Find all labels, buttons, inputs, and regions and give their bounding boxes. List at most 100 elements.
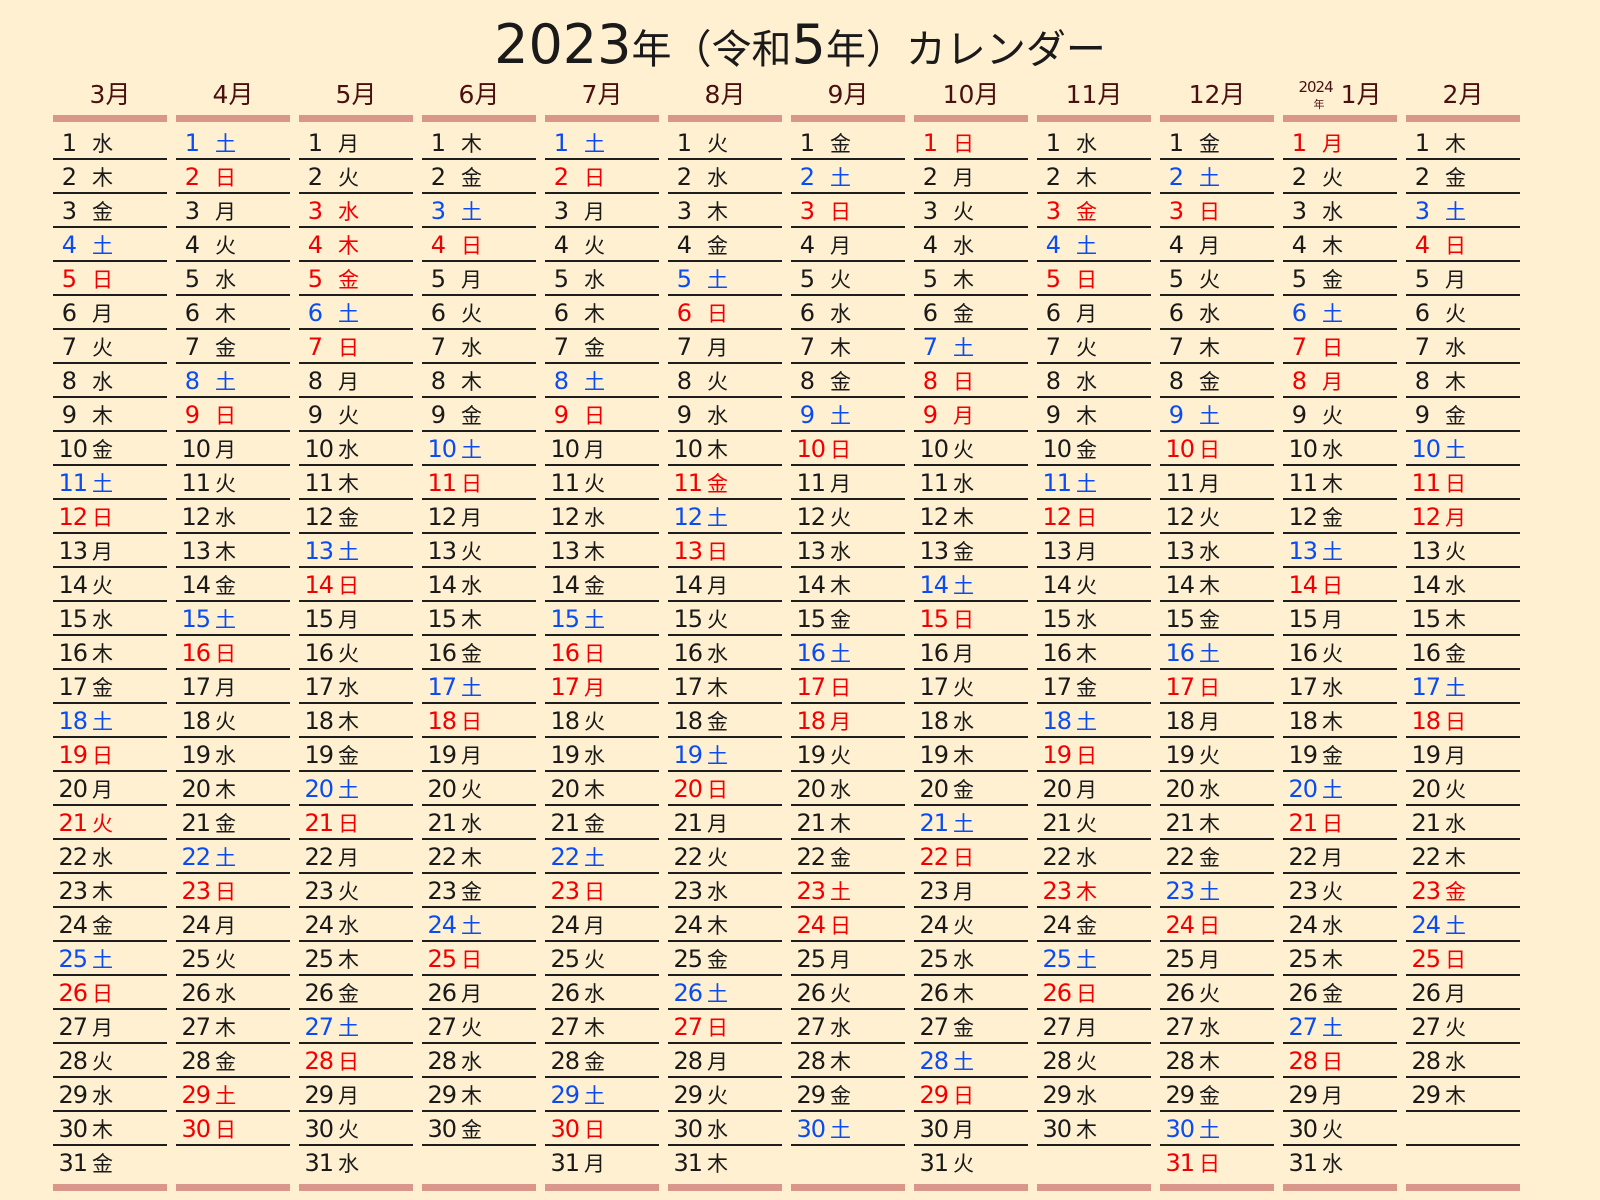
weekday-label: 金 bbox=[1076, 438, 1097, 462]
day-number: 24 bbox=[427, 911, 457, 939]
weekday-label: 土 bbox=[830, 642, 851, 666]
day-row: 21 水 bbox=[422, 806, 536, 840]
day-row: 12 土 bbox=[668, 500, 782, 534]
day-number: 17 bbox=[304, 673, 334, 701]
day-row: 28 月 bbox=[668, 1044, 782, 1078]
day-row: 25 火 bbox=[176, 942, 290, 976]
day-number: 18 bbox=[1042, 707, 1072, 735]
day-number: 23 bbox=[181, 877, 211, 905]
day-number: 25 bbox=[58, 945, 88, 973]
day-number: 6 bbox=[307, 299, 323, 327]
day-number: 24 bbox=[1165, 911, 1195, 939]
day-number: 13 bbox=[58, 537, 88, 565]
day-number: 28 bbox=[550, 1047, 580, 1075]
day-number: 29 bbox=[181, 1081, 211, 1109]
day-row: 13 木 bbox=[545, 534, 659, 568]
weekday-label: 火 bbox=[215, 234, 236, 258]
day-number: 3 bbox=[676, 197, 692, 225]
day-number: 6 bbox=[1045, 299, 1061, 327]
weekday-label: 火 bbox=[1322, 642, 1343, 666]
day-number: 21 bbox=[673, 809, 703, 837]
day-row: 15 土 bbox=[176, 602, 290, 636]
day-number: 16 bbox=[919, 639, 949, 667]
day-number: 19 bbox=[1288, 741, 1318, 769]
month-name: 9月 bbox=[827, 80, 869, 109]
weekday-label: 火 bbox=[1199, 268, 1220, 292]
day-number: 26 bbox=[796, 979, 826, 1007]
day-number: 7 bbox=[676, 333, 692, 361]
day-row: 26 水 bbox=[176, 976, 290, 1010]
day-number: 29 bbox=[550, 1081, 580, 1109]
weekday-label: 金 bbox=[92, 200, 113, 224]
day-list: 1 土 2 日 3 月 4 火 5 水 6 木 7 金 8 土 9 日 10 月 11 火 12 水 13 木 14 金 15 土 16 日 1… bbox=[545, 126, 659, 1180]
day-number: 7 bbox=[922, 333, 938, 361]
weekday-label: 日 bbox=[338, 1050, 359, 1074]
day-number: 11 bbox=[58, 469, 88, 497]
weekday-label: 火 bbox=[1445, 778, 1466, 802]
day-row: 28 木 bbox=[791, 1044, 905, 1078]
weekday-label: 土 bbox=[707, 268, 728, 292]
day-number: 5 bbox=[553, 265, 569, 293]
day-number: 14 bbox=[1165, 571, 1195, 599]
month-header-bar bbox=[1283, 115, 1397, 122]
day-number: 12 bbox=[427, 503, 457, 531]
day-row: 29 木 bbox=[422, 1078, 536, 1112]
day-number: 16 bbox=[1042, 639, 1072, 667]
day-row: 16 水 bbox=[668, 636, 782, 670]
day-row: 17 木 bbox=[668, 670, 782, 704]
weekday-label: 水 bbox=[830, 302, 851, 326]
day-row bbox=[1406, 1146, 1520, 1180]
weekday-label: 金 bbox=[707, 234, 728, 258]
day-row: 15 土 bbox=[545, 602, 659, 636]
day-number: 1 bbox=[1045, 129, 1061, 157]
weekday-label: 水 bbox=[830, 540, 851, 564]
weekday-label: 日 bbox=[953, 1084, 974, 1108]
day-number: 31 bbox=[550, 1149, 580, 1177]
day-row: 30 土 bbox=[1160, 1112, 1274, 1146]
day-row: 21 金 bbox=[545, 806, 659, 840]
month-footer-bar bbox=[1406, 1184, 1520, 1191]
weekday-label: 日 bbox=[584, 642, 605, 666]
weekday-label: 月 bbox=[215, 676, 236, 700]
day-number: 14 bbox=[550, 571, 580, 599]
day-number: 11 bbox=[796, 469, 826, 497]
day-number: 24 bbox=[673, 911, 703, 939]
weekday-label: 月 bbox=[461, 744, 482, 768]
day-number: 1 bbox=[1414, 129, 1430, 157]
day-number: 19 bbox=[1411, 741, 1441, 769]
weekday-label: 木 bbox=[1199, 1050, 1220, 1074]
day-number: 23 bbox=[796, 877, 826, 905]
day-number: 3 bbox=[307, 197, 323, 225]
day-list: 1 水 2 木 3 金 4 土 5 日 6 月 7 火 8 水 9 木 10 金 11 土 12 日 13 月 14 火 15 水 16 木 1… bbox=[53, 126, 167, 1180]
day-row: 18 日 bbox=[422, 704, 536, 738]
day-row: 15 火 bbox=[668, 602, 782, 636]
day-number: 30 bbox=[673, 1115, 703, 1143]
day-number: 25 bbox=[1288, 945, 1318, 973]
day-row: 30 木 bbox=[1037, 1112, 1151, 1146]
weekday-label: 土 bbox=[461, 914, 482, 938]
day-number: 9 bbox=[922, 401, 938, 429]
day-row: 23 水 bbox=[668, 874, 782, 908]
day-number: 29 bbox=[1165, 1081, 1195, 1109]
day-number: 2 bbox=[1045, 163, 1061, 191]
day-row: 16 月 bbox=[914, 636, 1028, 670]
day-number: 9 bbox=[1168, 401, 1184, 429]
day-row: 16 木 bbox=[1037, 636, 1151, 670]
day-row: 22 金 bbox=[1160, 840, 1274, 874]
day-row: 10 木 bbox=[668, 432, 782, 466]
weekday-label: 金 bbox=[1322, 982, 1343, 1006]
weekday-label: 水 bbox=[1199, 540, 1220, 564]
weekday-label: 火 bbox=[215, 472, 236, 496]
day-row: 10 水 bbox=[1283, 432, 1397, 466]
